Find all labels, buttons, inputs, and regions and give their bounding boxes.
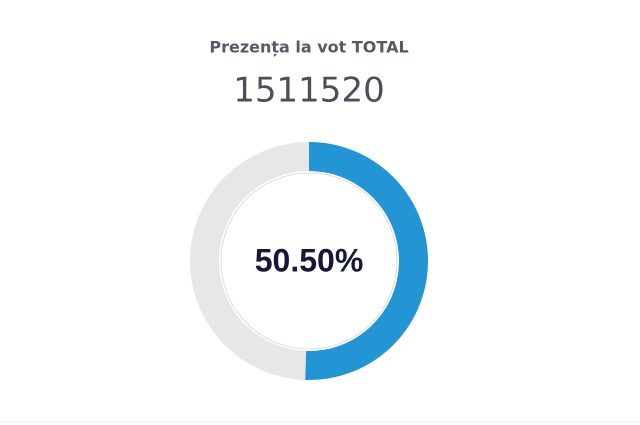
donut-arc bbox=[305, 142, 428, 380]
inner-ring bbox=[220, 172, 398, 350]
percent-label: 50.50% bbox=[255, 242, 364, 278]
total-count: 1511520 bbox=[233, 71, 384, 111]
chart-title: Prezența la vot TOTAL bbox=[209, 38, 408, 57]
